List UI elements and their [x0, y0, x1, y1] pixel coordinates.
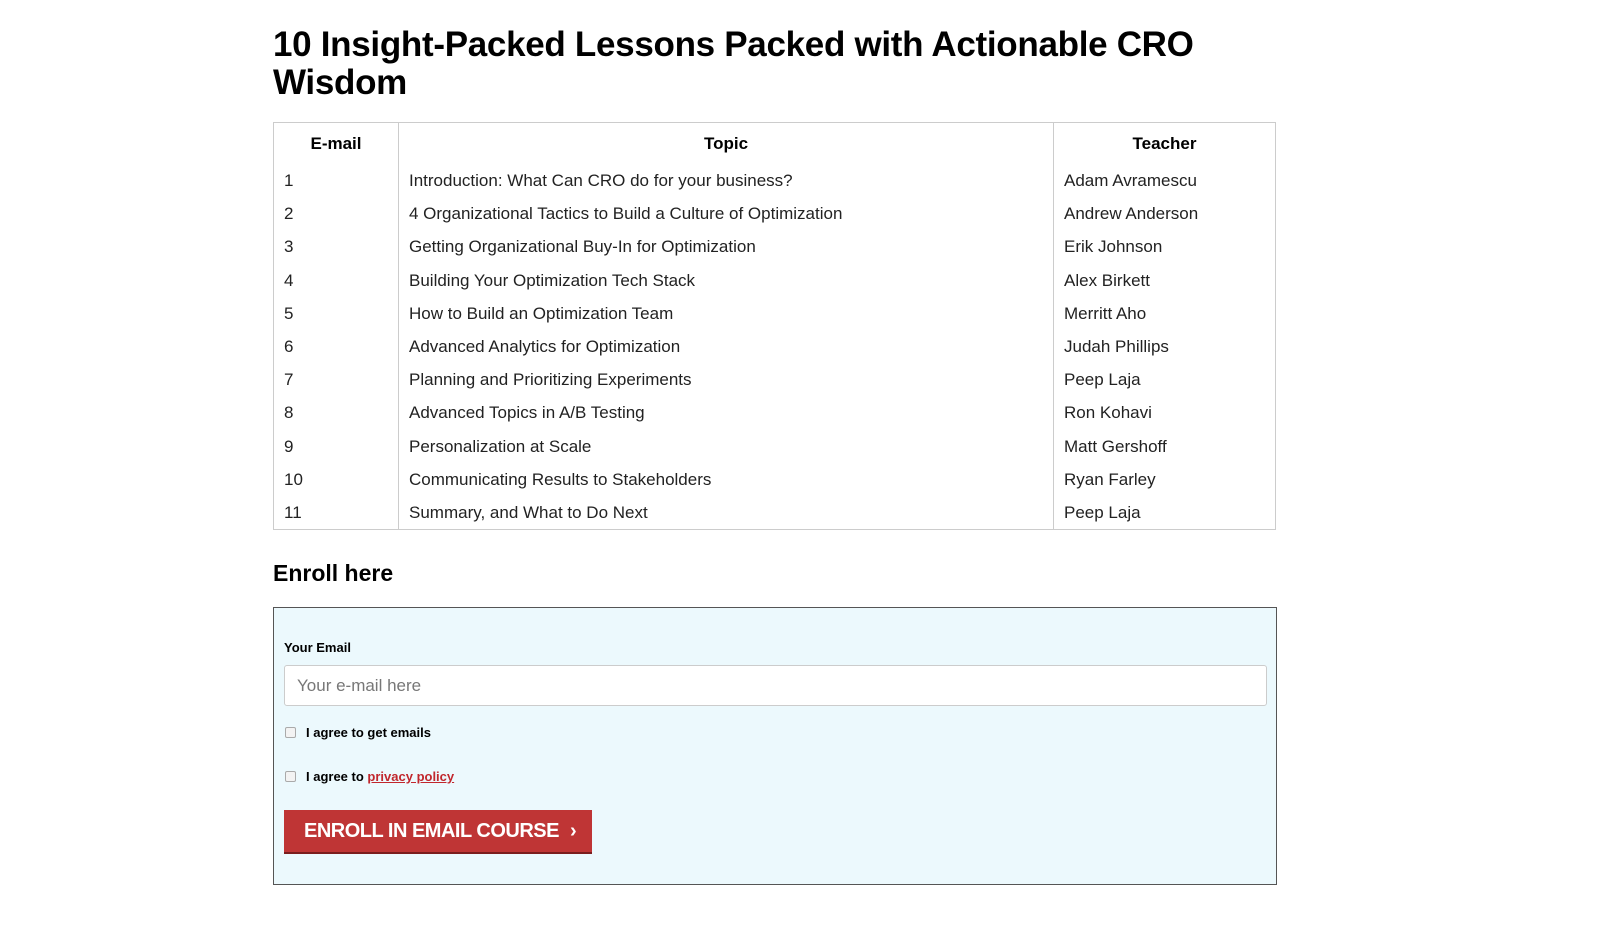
agree-privacy-checkbox[interactable]	[285, 771, 296, 782]
agree-emails-option[interactable]: I agree to get emails	[285, 725, 431, 740]
chevron-right-icon: ›	[570, 820, 577, 842]
cell-teacher: Peep Laja	[1053, 363, 1276, 397]
cell-teacher: Adam Avramescu	[1053, 164, 1276, 198]
cell-email-number: 9	[284, 436, 294, 456]
cell-email-number: 6	[284, 337, 294, 357]
cell-topic: Introduction: What Can CRO do for your b…	[398, 164, 1054, 198]
cell-teacher: Ryan Farley	[1053, 463, 1276, 497]
agree-privacy-label: I agree to	[306, 769, 368, 784]
cell-teacher: Alex Birkett	[1053, 264, 1276, 298]
cell-topic: 4 Organizational Tactics to Build a Cult…	[398, 197, 1054, 231]
cell-email-number: 11	[284, 502, 302, 522]
table-row: 11 Summary, and What to Do Next Peep Laja	[274, 496, 1276, 530]
enroll-heading: Enroll here	[273, 560, 394, 586]
cell-email-number: 3	[284, 237, 294, 257]
column-header-teacher: Teacher	[1053, 122, 1276, 165]
cell-email-number: 1	[284, 171, 294, 191]
table-row: 6 Advanced Analytics for Optimization Juda…	[274, 330, 1276, 364]
cell-topic: Communicating Results to Stakeholders	[398, 463, 1054, 497]
table-row: 1 Introduction: What Can CRO do for your …	[274, 164, 1276, 198]
cell-email-number: 4	[284, 270, 294, 290]
agree-privacy-option[interactable]: I agree to privacy policy	[285, 769, 454, 784]
cell-teacher: Erik Johnson	[1053, 230, 1276, 265]
table-row: 2 4 Organizational Tactics to Build a Cul…	[274, 197, 1276, 231]
agree-emails-checkbox[interactable]	[285, 727, 296, 738]
table-row: 7 Planning and Prioritizing Experiments Pe…	[274, 363, 1276, 397]
table-header-row: E-mail Topic Teacher	[274, 122, 1276, 165]
table-row: 9 Personalization at Scale Matt Gershoff	[274, 430, 1276, 464]
cell-topic: Planning and Prioritizing Experiments	[398, 363, 1054, 397]
cell-email-number: 2	[284, 204, 294, 224]
cell-teacher: Peep Laja	[1053, 496, 1276, 530]
table-row: 3 Getting Organizational Buy-In for Optim…	[274, 230, 1276, 265]
table-row: 5 How to Build an Optimization Team Merrit…	[274, 297, 1276, 331]
lessons-table: E-mail Topic Teacher 1 Introduction: What…	[273, 122, 1276, 531]
cell-topic: Getting Organizational Buy-In for Optimi…	[398, 230, 1054, 265]
email-input[interactable]: Your e-mail here	[284, 665, 1267, 706]
enroll-button-label: ENROLL IN EMAIL COURSE	[304, 820, 559, 842]
enroll-button[interactable]: ENROLL IN EMAIL COURSE ›	[284, 810, 592, 854]
cell-teacher: Merritt Aho	[1053, 297, 1276, 331]
cell-topic: Personalization at Scale	[398, 430, 1054, 464]
cell-topic: Building Your Optimization Tech Stack	[398, 264, 1054, 298]
cell-email-number: 7	[284, 370, 294, 390]
cell-email-number: 8	[284, 403, 294, 423]
table-row: 10 Communicating Results to Stakeholders R…	[274, 463, 1276, 497]
cell-topic: Advanced Analytics for Optimization	[398, 330, 1054, 364]
cell-email-number: 5	[284, 303, 294, 323]
enroll-form: Your Email Your e-mail here I agree to g…	[273, 607, 1277, 885]
email-label: Your Email	[284, 640, 351, 655]
column-header-topic: Topic	[398, 122, 1054, 165]
cell-email-number: 10	[284, 469, 303, 489]
cell-topic: How to Build an Optimization Team	[398, 297, 1054, 331]
cell-teacher: Matt Gershoff	[1053, 430, 1276, 464]
column-header-email: E-mail	[310, 133, 362, 153]
cell-topic: Advanced Topics in A/B Testing	[398, 396, 1054, 430]
page-title: 10 Insight-Packed Lessons Packed with Ac…	[273, 25, 1194, 102]
table-row: 4 Building Your Optimization Tech Stack Al…	[274, 264, 1276, 298]
agree-emails-label: I agree to get emails	[306, 725, 431, 740]
cell-topic: Summary, and What to Do Next	[398, 496, 1054, 530]
cell-teacher: Andrew Anderson	[1053, 197, 1276, 231]
cell-teacher: Judah Phillips	[1053, 330, 1276, 364]
table-row: 8 Advanced Topics in A/B Testing Ron Kohav…	[274, 396, 1276, 430]
cell-teacher: Ron Kohavi	[1053, 396, 1276, 430]
privacy-policy-link[interactable]: privacy policy	[367, 769, 455, 784]
